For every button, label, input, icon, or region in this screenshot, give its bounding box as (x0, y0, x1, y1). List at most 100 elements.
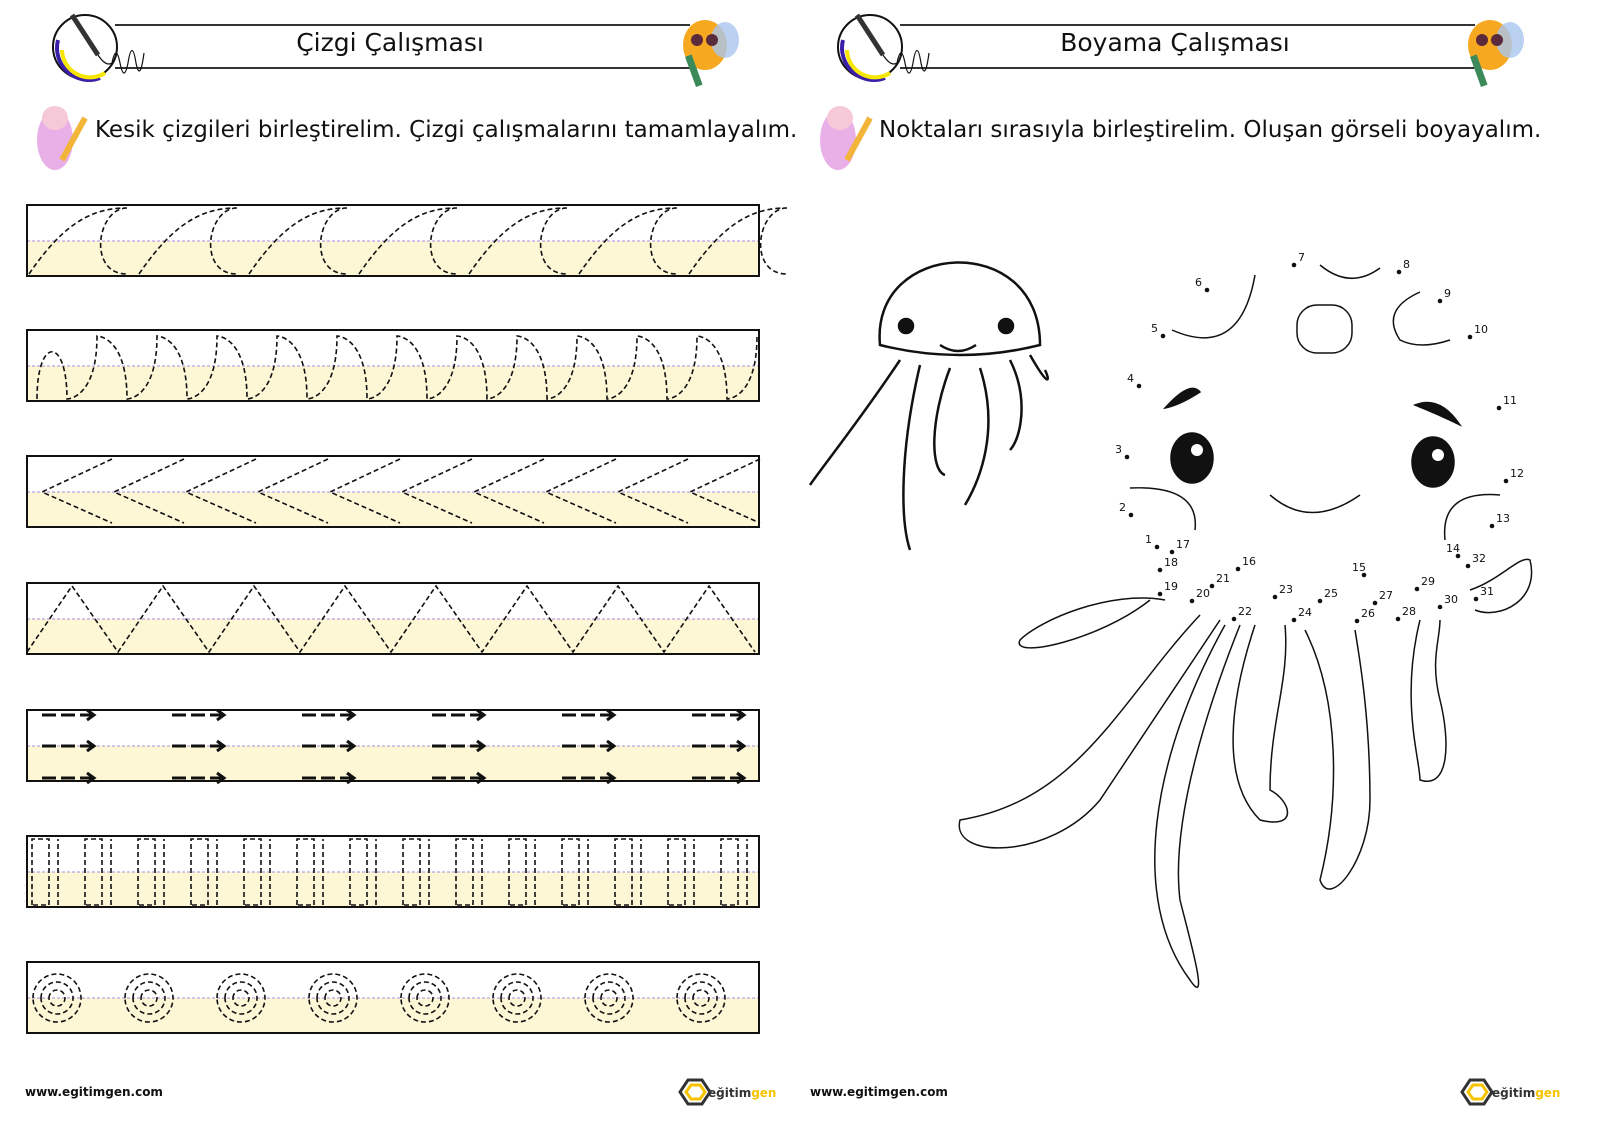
eye-highlight (1191, 444, 1203, 456)
connect-dot (1503, 478, 1509, 484)
arrow-head-icon (346, 771, 357, 785)
connect-dot (1354, 618, 1360, 624)
connect-dot (1128, 512, 1134, 518)
dot-number-label: 25 (1324, 587, 1338, 600)
arrow-head-icon (736, 771, 747, 785)
tracing-strip-loops (26, 204, 788, 277)
bee-wing (1496, 22, 1524, 58)
jellyfish-tentacle (958, 614, 1221, 849)
badge-arc-purple (840, 39, 886, 82)
green-pencil-icon (685, 54, 703, 88)
strip-border (26, 582, 760, 655)
connect-dot (1489, 523, 1495, 529)
arrow-head-icon (216, 771, 227, 785)
jellyfish-bell-line (1319, 264, 1381, 280)
connect-dot (1473, 596, 1479, 602)
arrow-head-icon (606, 739, 617, 753)
strip-border (26, 204, 760, 277)
arrow-head-icon (476, 708, 487, 722)
dot-number-label: 29 (1421, 575, 1435, 588)
eye-highlight (1432, 449, 1444, 461)
dot-number-label: 10 (1474, 323, 1488, 336)
jellyfish-bell-line (1392, 291, 1451, 346)
dot-number-label: 11 (1503, 394, 1517, 407)
jellyfish-tentacle (808, 359, 902, 486)
jellyfish-tentacle (1008, 359, 1023, 451)
connect-dot (1136, 383, 1142, 389)
jellyfish-tentacle (1154, 624, 1241, 988)
arrow-head-icon (346, 708, 357, 722)
badge-arc-purple (55, 39, 101, 82)
arrow-head-icon (86, 739, 97, 753)
dot-number-label: 14 (1446, 542, 1460, 555)
arrow-head-icon (86, 771, 97, 785)
logo-text-a: eğitim (1492, 1086, 1536, 1100)
strip-lower-fill (27, 241, 759, 276)
jellyfish-eyebrow (1412, 401, 1463, 427)
dot-number-label: 21 (1216, 572, 1230, 585)
jellyfish-tentacle (1410, 619, 1447, 783)
strip-lower-fill (27, 746, 759, 781)
jellyfish-tentacle (902, 364, 922, 551)
dot-number-label: 6 (1195, 276, 1202, 289)
jellyfish-bell-line (1171, 274, 1256, 339)
bee-wing (711, 22, 739, 58)
strip-lower-fill (27, 492, 759, 527)
tracing-path (28, 207, 788, 275)
jellyfish-tentacle (1028, 354, 1049, 381)
connect-dot (1209, 583, 1215, 589)
connect-dot (1372, 600, 1378, 606)
strip-lower-fill (27, 366, 759, 401)
jellyfish-tentacle (933, 367, 952, 477)
jellyfish-tentacle (1304, 629, 1371, 890)
strip-border (26, 961, 760, 1034)
yellow-pencil-icon (844, 116, 873, 162)
strip-lower-fill (27, 998, 759, 1033)
left-page-title: Çizgi Çalışması (296, 28, 484, 57)
arrow-head-icon (346, 739, 357, 753)
dot-number-label: 9 (1444, 287, 1451, 300)
jellyfish-smile (1269, 494, 1361, 514)
left-footer-url[interactable]: www.egitimgen.com (25, 1085, 163, 1099)
dot-number-label: 23 (1279, 583, 1293, 596)
strip-border (26, 455, 760, 528)
arrow-head-icon (736, 708, 747, 722)
arrow-head-icon (216, 708, 227, 722)
right-footer-url[interactable]: www.egitimgen.com (810, 1085, 948, 1099)
bee-eye (691, 34, 703, 46)
dot-number-label: 5 (1151, 322, 1158, 335)
jellyfish-smile (939, 343, 977, 353)
jellyfish-eyebrow (1162, 387, 1202, 410)
right-logo: eğitimgen (1492, 1086, 1560, 1100)
jellyfish-bell (878, 261, 1042, 357)
arrow-head-icon (216, 739, 227, 753)
jellyfish-cheek (1129, 487, 1197, 531)
arrow-head-icon (736, 739, 747, 753)
dot-number-label: 30 (1444, 593, 1458, 606)
jellyfish-eye (997, 317, 1015, 335)
bee-eye (1491, 34, 1503, 46)
connect-dot (1395, 616, 1401, 622)
pencil-icon (69, 13, 101, 57)
right-page-title: Boyama Çalışması (1060, 28, 1290, 57)
tracing-path (26, 584, 756, 654)
bee-eye (706, 34, 718, 46)
connect-dot (1124, 454, 1130, 460)
dot-number-label: 26 (1361, 607, 1375, 620)
tracing-strip-arrows (26, 708, 760, 785)
jellyfish-cheek (1443, 493, 1501, 541)
dot-number-label: 28 (1402, 605, 1416, 618)
scribble-line (97, 49, 145, 74)
connect-dot (1157, 591, 1163, 597)
dot-number-label: 7 (1298, 251, 1305, 264)
strip-lower-fill (27, 872, 759, 907)
jellyfish-tentacle (1469, 558, 1533, 614)
dot-number-label: 31 (1480, 585, 1494, 598)
arrow-head-icon (606, 771, 617, 785)
connect-dot (1160, 333, 1166, 339)
bee-eye (1476, 34, 1488, 46)
tracing-path (36, 335, 758, 400)
tracing-path (32, 973, 726, 1023)
connect-dot (1467, 334, 1473, 340)
connect-dot (1291, 617, 1297, 623)
